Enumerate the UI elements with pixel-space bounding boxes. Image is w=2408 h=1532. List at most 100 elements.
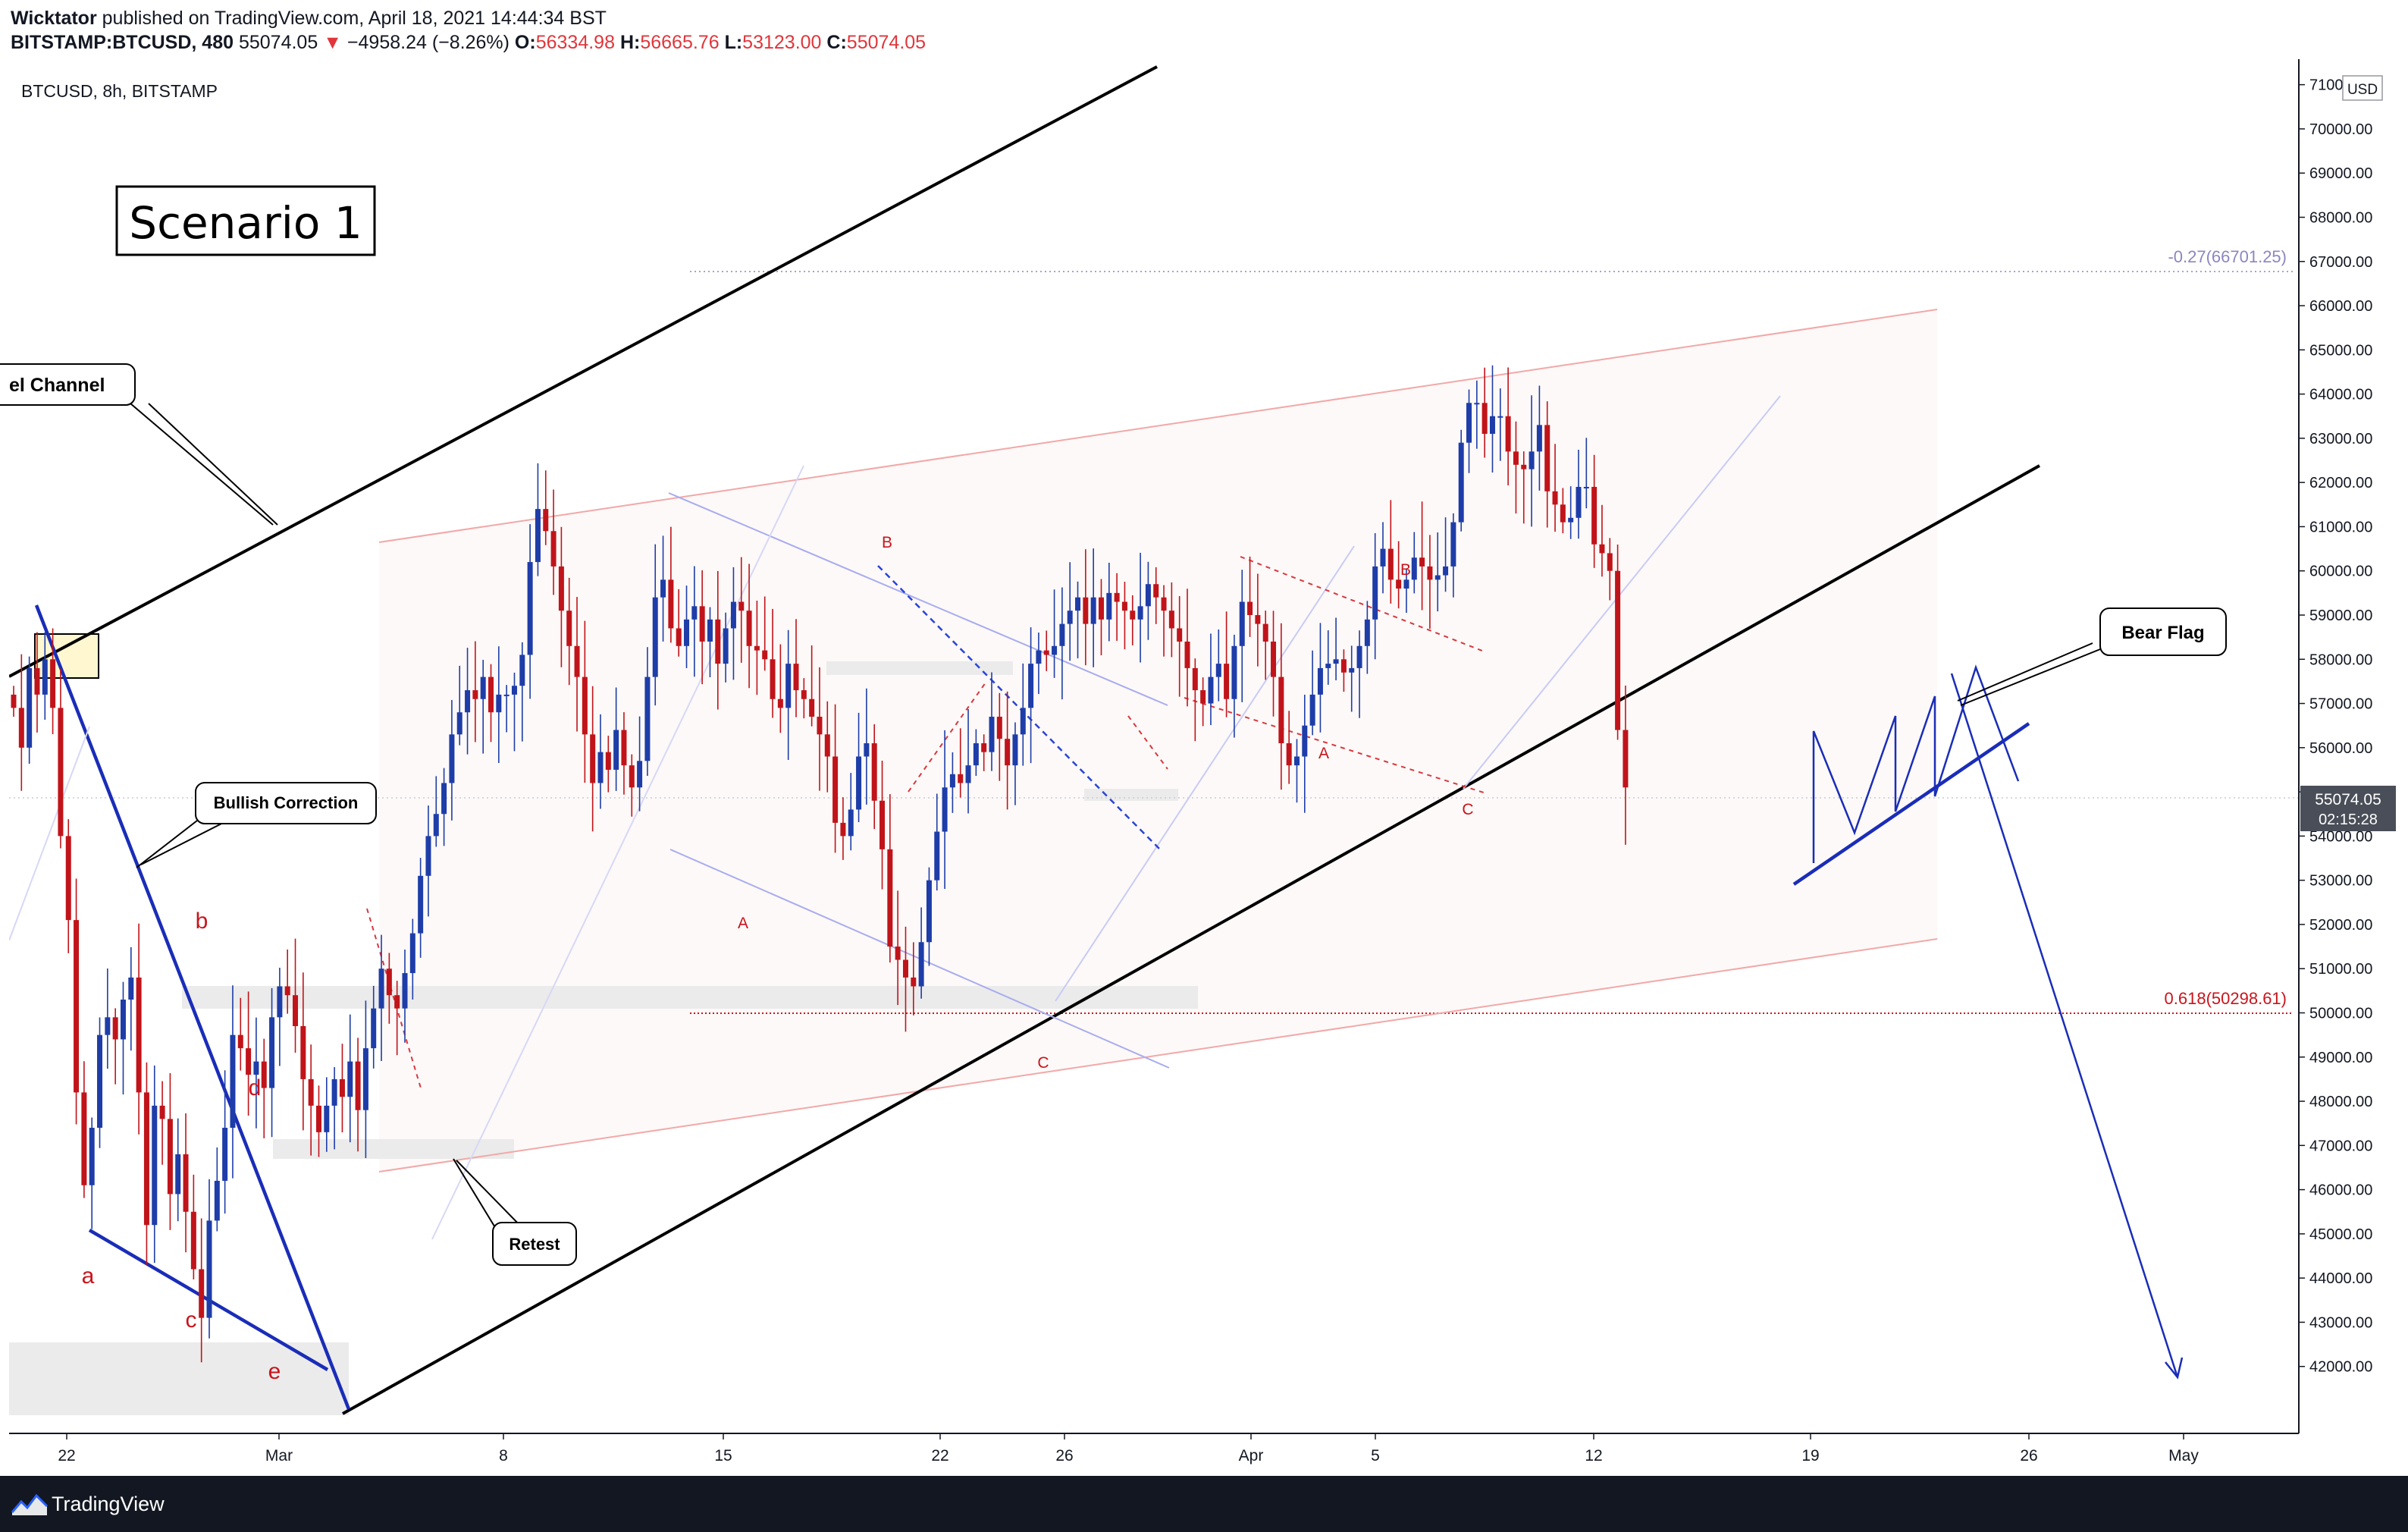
candle[interactable] [871,724,877,830]
candle[interactable] [175,1118,181,1222]
candle[interactable] [973,729,979,777]
candle[interactable] [1364,601,1370,674]
candle[interactable] [253,1017,259,1129]
candle[interactable] [699,570,705,685]
candle[interactable] [112,1008,118,1085]
candle[interactable] [355,1038,361,1152]
candle[interactable] [1356,630,1362,718]
candle[interactable] [1177,595,1183,697]
candle[interactable] [934,793,940,891]
tradingview-logo-icon[interactable] [11,1491,49,1517]
candle[interactable] [1489,365,1495,473]
candle[interactable] [1458,429,1464,532]
candle[interactable] [558,526,564,667]
candle[interactable] [128,947,134,1051]
candle[interactable] [1387,500,1394,604]
currency-badge[interactable] [2342,75,2383,101]
candle[interactable] [230,985,236,1179]
candle[interactable] [18,654,24,791]
candle[interactable] [1052,589,1058,678]
candle[interactable] [1615,544,1621,740]
candle[interactable] [58,668,64,849]
candle[interactable] [958,728,964,798]
candle[interactable] [1599,504,1605,577]
candle[interactable] [1012,722,1018,805]
candle[interactable] [97,1017,103,1148]
candle[interactable] [629,754,635,817]
candle[interactable] [637,716,643,812]
candle[interactable] [214,1147,220,1232]
candle[interactable] [550,489,557,595]
candle[interactable] [1239,570,1245,702]
candle[interactable] [418,858,424,958]
candle[interactable] [707,607,713,678]
candle[interactable] [433,776,439,847]
candle[interactable] [409,918,415,1000]
candle[interactable] [1340,649,1347,692]
candle[interactable] [1036,633,1042,695]
candle[interactable] [1591,454,1597,568]
candle[interactable] [1607,538,1613,601]
candle[interactable] [1231,634,1237,738]
candle[interactable] [1255,573,1261,667]
candle[interactable] [597,714,604,809]
candle[interactable] [371,985,377,1069]
candle[interactable] [770,608,776,718]
candle[interactable] [246,991,252,1116]
candle[interactable] [293,938,299,1053]
candle[interactable] [1083,549,1089,666]
candle[interactable] [1427,535,1433,629]
candle[interactable] [1161,585,1167,657]
candle[interactable] [1208,633,1214,726]
candle[interactable] [918,907,924,999]
candle[interactable] [1168,582,1174,658]
candle[interactable] [74,878,80,1125]
candle[interactable] [652,544,658,706]
candle[interactable] [942,730,948,889]
candle[interactable] [543,470,549,545]
candle[interactable] [989,672,995,771]
candle[interactable] [660,535,666,642]
candle[interactable] [902,926,908,1032]
candle[interactable] [1403,570,1409,613]
candle[interactable] [801,678,807,719]
candle[interactable] [347,1014,353,1143]
candle[interactable] [1513,421,1519,514]
candle[interactable] [1552,444,1558,532]
candles[interactable] [11,365,1629,1363]
candle[interactable] [676,589,682,657]
price-axis[interactable]: 42000.00 43000.00 44000.00 45000.00 46000.00… [2298,59,2408,1433]
candle[interactable] [887,794,893,963]
candle[interactable] [1380,522,1386,594]
candle[interactable] [856,712,862,823]
candle[interactable] [1192,658,1198,742]
candle[interactable] [190,1174,196,1280]
candle[interactable] [472,641,478,742]
candle[interactable] [1576,449,1582,539]
candle[interactable] [120,981,126,1095]
candle[interactable] [754,600,760,695]
candle[interactable] [1200,677,1206,727]
candle[interactable] [1568,486,1574,539]
candle[interactable] [1443,517,1449,592]
candle[interactable] [824,701,830,793]
candle[interactable] [1059,587,1065,700]
candle[interactable] [11,686,17,717]
candle[interactable] [1098,579,1104,655]
candle[interactable] [261,1038,267,1138]
candle[interactable] [1137,552,1143,663]
candle[interactable] [1411,532,1417,594]
candle[interactable] [394,981,400,1056]
candle[interactable] [1529,395,1535,527]
candle[interactable] [1028,627,1034,764]
candle[interactable] [1271,611,1277,717]
candle[interactable] [511,672,517,752]
candle[interactable] [183,1113,189,1253]
candle[interactable] [386,953,392,1024]
candle[interactable] [1521,451,1527,524]
candle[interactable] [1130,595,1136,645]
candle[interactable] [785,629,792,760]
candle[interactable] [738,557,745,663]
author-name[interactable]: Wicktator [11,8,97,29]
candle[interactable] [1481,367,1488,458]
